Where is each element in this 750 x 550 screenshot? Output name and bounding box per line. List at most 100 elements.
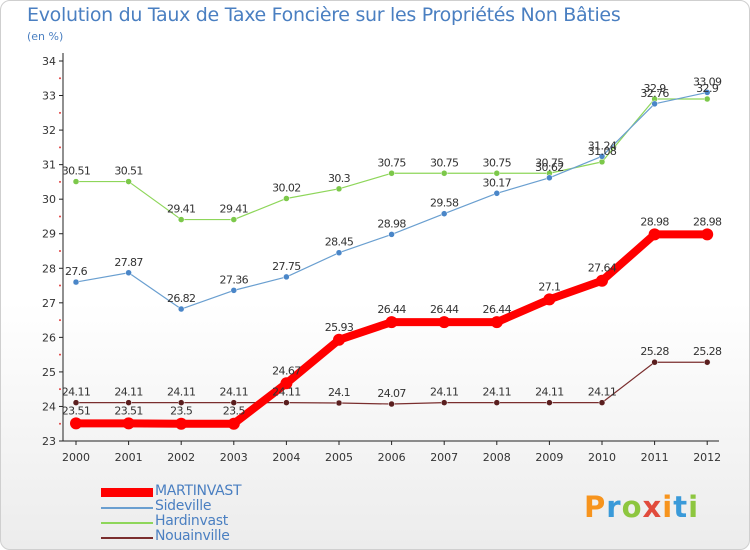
data-label: 28.98 [693, 215, 722, 228]
data-point-martinvast [70, 417, 82, 430]
y-minor-dot [59, 388, 61, 391]
data-label: 30.62 [535, 161, 564, 174]
y-tick-label: 29 [42, 228, 56, 241]
logo-letter: x [642, 490, 663, 524]
data-point-nouainville [177, 399, 185, 406]
data-point-sideville [230, 287, 238, 294]
data-label: 25.28 [693, 345, 722, 358]
y-tick-label: 26 [42, 331, 56, 344]
data-point-nouainville [72, 399, 80, 406]
data-label: 23.51 [114, 404, 143, 417]
data-label: 28.98 [377, 217, 406, 230]
data-point-martinvast [227, 417, 240, 430]
data-point-hardinvast [703, 95, 711, 103]
y-minor-dot [59, 319, 61, 322]
data-label: 30.17 [483, 176, 512, 189]
x-tick-label: 2012 [693, 451, 721, 464]
data-point-nouainville [283, 399, 290, 406]
data-label: 26.82 [167, 292, 196, 305]
data-point-hardinvast [177, 216, 185, 223]
logo-letter: t [673, 490, 689, 524]
legend-swatch [101, 522, 153, 524]
data-point-martinvast [701, 228, 714, 241]
y-minor-dot [59, 422, 61, 425]
logo-letter: i [688, 490, 700, 524]
data-label: 31.24 [588, 139, 617, 152]
y-tick-label: 34 [42, 55, 56, 68]
y-minor-dot [59, 146, 61, 149]
data-point-nouainville [230, 399, 238, 406]
data-label: 29.58 [430, 197, 459, 210]
data-point-hardinvast [72, 178, 80, 185]
data-point-nouainville [598, 399, 606, 406]
data-label: 25.93 [325, 321, 354, 334]
data-label: 24.11 [430, 386, 459, 399]
data-point-sideville [598, 153, 606, 160]
y-minor-dot [59, 284, 61, 287]
data-point-sideville [177, 305, 185, 313]
data-point-hardinvast [125, 178, 132, 185]
x-tick-label: 2003 [220, 451, 248, 464]
data-label: 30.02 [272, 181, 301, 194]
data-label: 24.11 [588, 386, 617, 399]
data-label: 24.11 [272, 386, 301, 399]
y-minor-dot [59, 215, 61, 218]
y-tick-label: 33 [42, 90, 56, 103]
data-point-sideville [440, 210, 448, 217]
data-label: 31.08 [588, 145, 617, 158]
legend-swatch [101, 507, 153, 509]
x-tick-label: 2005 [325, 451, 353, 464]
data-label: 30.51 [62, 165, 91, 178]
data-label: 26.44 [430, 303, 459, 316]
x-tick-label: 2011 [641, 451, 669, 464]
data-point-hardinvast [335, 185, 343, 193]
logo-letter: o [621, 490, 643, 524]
data-point-nouainville [703, 358, 711, 366]
data-label: 30.75 [430, 156, 459, 169]
y-tick-label: 25 [42, 366, 56, 379]
data-point-martinvast [438, 316, 451, 329]
data-point-martinvast [280, 377, 293, 390]
chart-title: Evolution du Taux de Taxe Foncière sur l… [27, 4, 621, 26]
data-point-martinvast [543, 293, 556, 306]
data-label: 25.28 [640, 345, 669, 358]
data-label: 26.44 [483, 303, 512, 316]
logo-letter: i [662, 490, 674, 524]
logo-letter: P [584, 490, 607, 524]
y-minor-dot [59, 353, 61, 356]
y-minor-dot [59, 250, 61, 252]
data-label: 32.76 [640, 87, 669, 100]
y-tick-label: 31 [42, 159, 56, 172]
y-tick-label: 24 [42, 400, 56, 413]
data-label: 32.9 [644, 82, 667, 95]
data-point-hardinvast [440, 170, 448, 177]
data-point-martinvast [596, 274, 608, 287]
y-minor-dot [59, 77, 61, 80]
data-point-sideville [335, 249, 343, 256]
data-label: 23.51 [62, 404, 91, 417]
data-label: 24.07 [377, 387, 406, 400]
data-label: 23.5 [223, 405, 246, 418]
data-label: 24.11 [220, 386, 249, 399]
logo-letter: r [606, 490, 622, 524]
y-minor-dot [59, 180, 61, 183]
data-label: 30.3 [328, 172, 351, 185]
data-point-martinvast [333, 333, 345, 346]
data-point-martinvast [175, 417, 188, 430]
data-point-nouainville [651, 358, 658, 366]
data-point-sideville [388, 231, 395, 238]
data-label: 32.9 [696, 82, 719, 95]
data-point-sideville [703, 89, 711, 96]
data-label: 33.09 [693, 75, 722, 88]
data-point-hardinvast [388, 170, 395, 177]
data-label: 24.11 [114, 386, 143, 399]
data-point-hardinvast [493, 170, 501, 177]
legend-label: Nouainville [155, 528, 230, 544]
data-point-nouainville [546, 399, 553, 406]
x-tick-label: 2010 [588, 451, 616, 464]
data-point-nouainville [125, 399, 132, 406]
legend-label: Hardinvast [155, 513, 228, 529]
legend-label: MARTINVAST [155, 483, 242, 499]
data-point-sideville [125, 269, 132, 277]
